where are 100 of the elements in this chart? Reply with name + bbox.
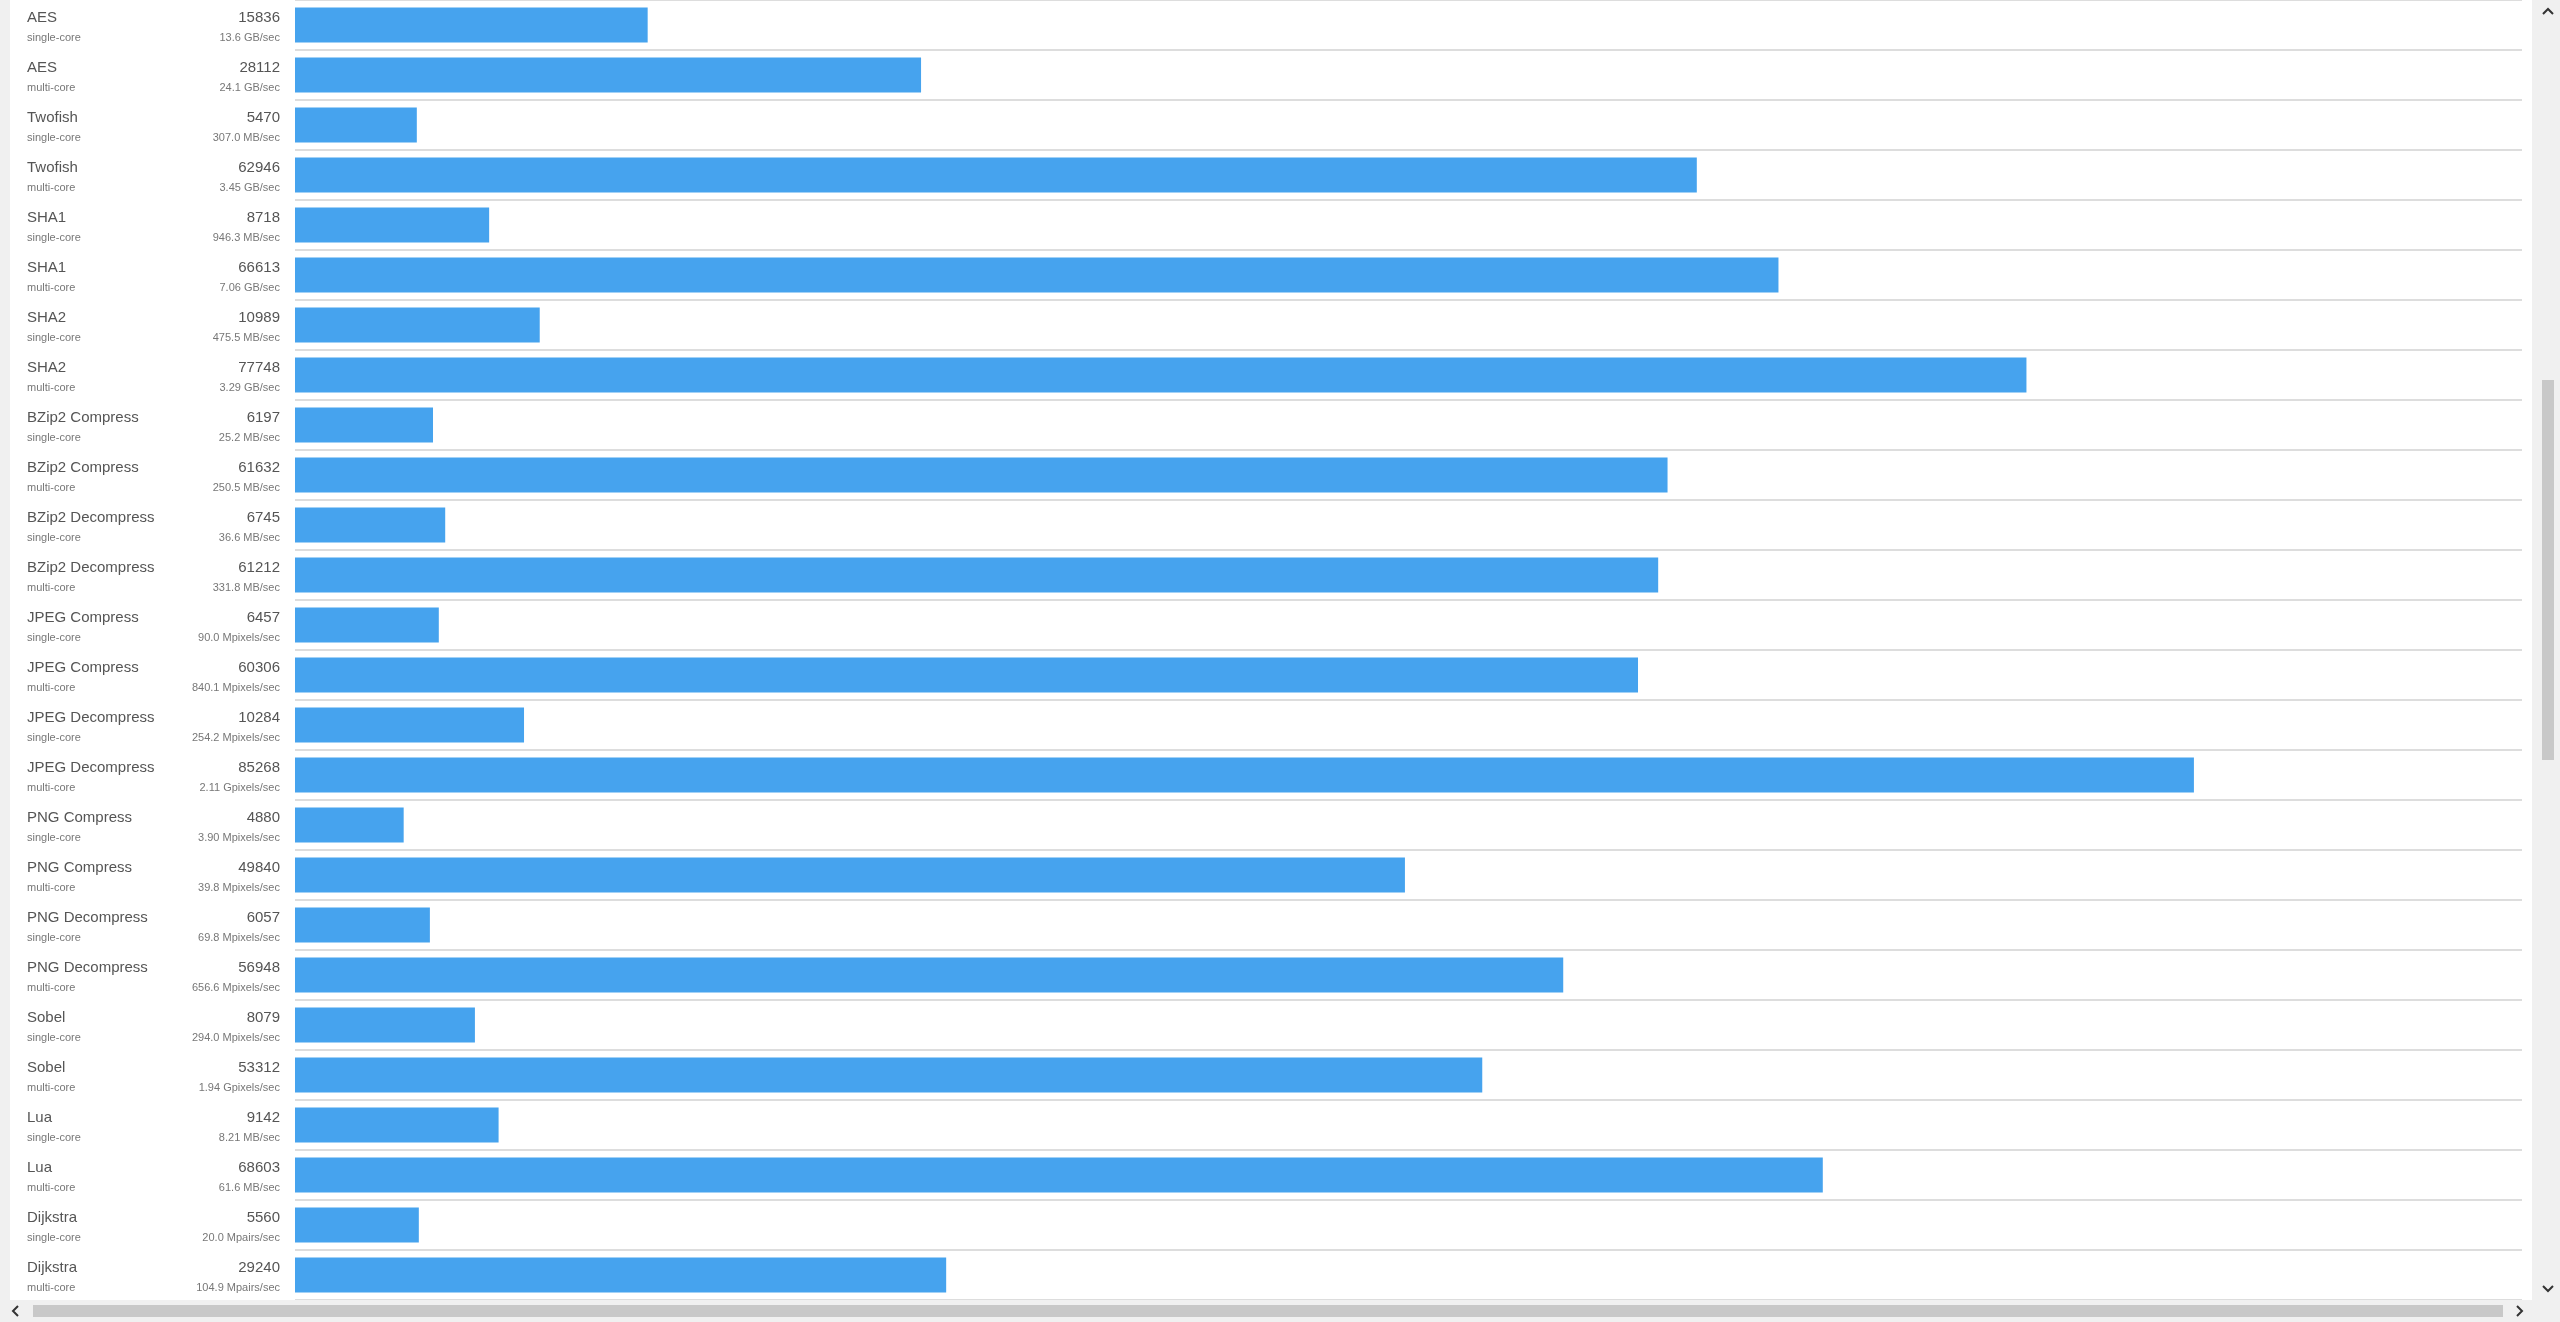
y-tick-label: Twofish single-core (27, 107, 81, 143)
bar (295, 807, 404, 843)
data-label: 60306 (238, 657, 280, 675)
bar (295, 1007, 475, 1043)
y-tick-label: SHA2 single-core (27, 307, 81, 343)
text: 36.6 MB/sec (218, 531, 281, 543)
bar (295, 107, 417, 143)
bar (295, 7, 648, 43)
text: 8.21 MB/sec (218, 1131, 281, 1143)
data-label: 66613 (238, 257, 280, 275)
y-tick-label: SHA2 multi-core (27, 357, 76, 393)
text: 3.45 GB/sec (219, 181, 281, 193)
y-tick-label: Sobel single-core (27, 1007, 81, 1043)
bar (295, 157, 1697, 193)
text: 331.8 MB/sec (212, 581, 281, 593)
bar (295, 1107, 499, 1143)
text: 24.1 GB/sec (219, 81, 281, 93)
data-label: 5560 (246, 1207, 280, 1225)
data-label: 10284 (238, 707, 280, 725)
text: 13.6 GB/sec (219, 31, 281, 43)
bar (295, 657, 1639, 693)
bar (295, 457, 1668, 493)
y-tick-label: BZip2 Decompress multi-core (27, 557, 155, 593)
bar (295, 557, 1659, 593)
text: 254.2 Mpixels/sec (191, 731, 281, 743)
y-tick-label: Sobel multi-core (27, 1057, 76, 1093)
bar (295, 407, 434, 443)
y-tick-label: BZip2 Decompress single-core (27, 507, 155, 543)
bar (295, 607, 439, 643)
text: 294.0 Mpixels/sec (191, 1031, 281, 1043)
bar (295, 707, 525, 743)
y-tick-label: SHA1 single-core (27, 207, 81, 243)
text: 307.0 MB/sec (212, 131, 281, 143)
data-label: 8718 (246, 207, 280, 225)
bar (295, 907, 430, 943)
text: 3.29 GB/sec (219, 381, 281, 393)
y-tick-label: AES single-core (27, 7, 81, 43)
data-label: 8079 (246, 1007, 280, 1025)
y-tick-label: BZip2 Compress multi-core (27, 457, 139, 493)
data-label: 61632 (238, 457, 280, 475)
data-label: 9142 (246, 1107, 280, 1125)
bar (295, 757, 2194, 793)
text: 20.0 Mpairs/sec (202, 1231, 281, 1243)
data-label: 6457 (246, 607, 280, 625)
bar (295, 1157, 1823, 1193)
y-tick-label: SHA1 multi-core (27, 257, 76, 293)
data-label: 68603 (238, 1157, 280, 1175)
data-label: 85268 (238, 757, 280, 775)
data-label: 77748 (238, 357, 280, 375)
data-label: 15836 (238, 7, 280, 25)
y-tick-label: JPEG Compress single-core (27, 607, 139, 643)
data-label: 10989 (238, 307, 280, 325)
y-tick-label: Lua multi-core (27, 1157, 76, 1193)
text: 946.3 MB/sec (212, 231, 281, 243)
data-label: 4880 (246, 807, 280, 825)
data-label: 29240 (238, 1257, 280, 1275)
data-label: 6197 (246, 407, 280, 425)
data-label: 28112 (239, 57, 280, 75)
bar (295, 57, 922, 93)
text: 3.90 Mpixels/sec (198, 831, 281, 843)
text: 840.1 Mpixels/sec (191, 681, 281, 693)
bar (295, 1207, 419, 1243)
bar (295, 307, 540, 343)
y-tick-label: PNG Compress multi-core (27, 857, 133, 893)
text: 2.11 Gpixels/sec (199, 781, 281, 793)
text: 250.5 MB/sec (212, 481, 281, 493)
y-tick-label: Dijkstra multi-core (27, 1257, 78, 1293)
y-tick-label: Dijkstra single-core (27, 1207, 81, 1243)
y-tick-label: PNG Decompress single-core (27, 907, 148, 943)
bar (295, 257, 1779, 293)
y-tick-label: Lua single-core (27, 1107, 81, 1143)
bar (295, 507, 446, 543)
text: 104.9 Mpairs/sec (196, 1281, 281, 1293)
data-label: 6745 (246, 507, 280, 525)
text: 475.5 MB/sec (212, 331, 281, 343)
y-tick-label: PNG Compress single-core (27, 807, 133, 843)
y-tick-label: JPEG Decompress multi-core (27, 757, 155, 793)
bar (295, 1257, 947, 1293)
text: 90.0 Mpixels/sec (198, 631, 281, 643)
bar (295, 207, 490, 243)
text: 61.6 MB/sec (218, 1181, 281, 1193)
data-label: 62946 (238, 157, 280, 175)
text: 656.6 Mpixels/sec (191, 981, 281, 993)
bar (295, 1057, 1483, 1093)
bar (295, 857, 1405, 893)
y-tick-label: JPEG Decompress single-core (27, 707, 155, 743)
text: 39.8 Mpixels/sec (198, 881, 281, 893)
bar (295, 957, 1564, 993)
text: 25.2 MB/sec (218, 431, 281, 443)
y-tick-label: PNG Decompress multi-core (27, 957, 148, 993)
data-label: 49840 (238, 857, 280, 875)
data-label: 56948 (238, 957, 280, 975)
y-tick-label: AES multi-core (27, 57, 76, 93)
text: 7.06 GB/sec (219, 281, 281, 293)
y-tick-label: JPEG Compress multi-core (27, 657, 139, 693)
text: 1.94 Gpixels/sec (198, 1081, 281, 1093)
y-tick-label: BZip2 Compress single-core (27, 407, 139, 443)
data-label: 5470 (246, 107, 280, 125)
text: 69.8 Mpixels/sec (198, 931, 281, 943)
data-label: 6057 (246, 907, 280, 925)
